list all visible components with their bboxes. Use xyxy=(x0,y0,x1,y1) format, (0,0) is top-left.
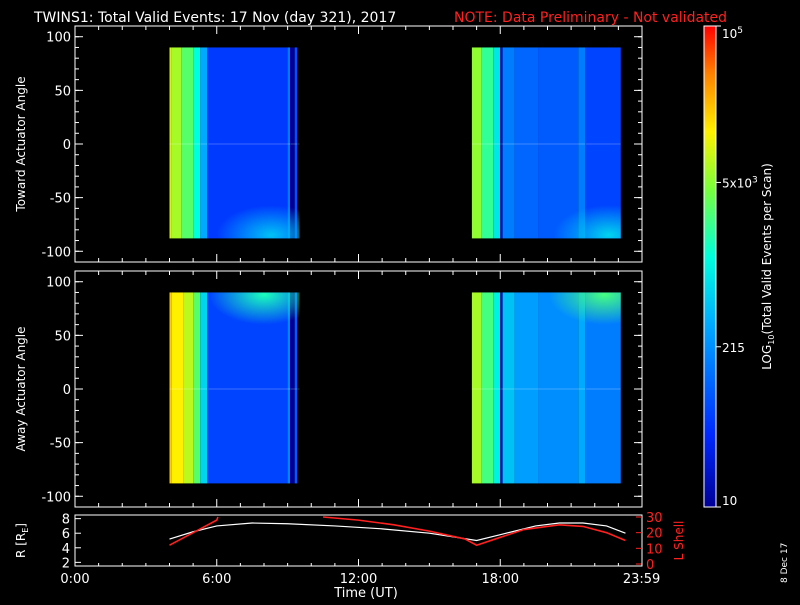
y-axis-title: Toward Actuator Angle xyxy=(14,76,28,212)
heatmap-column xyxy=(287,292,290,484)
y-axis-title-right: L Shell xyxy=(672,521,686,561)
heatmap-glow xyxy=(209,292,300,325)
series-lshell-line xyxy=(169,516,219,546)
y-right-tick-label: 0 xyxy=(646,558,654,573)
heatmap-column xyxy=(493,47,501,239)
heatmap-column xyxy=(181,47,194,239)
data-note: NOTE: Data Preliminary - Not validated xyxy=(454,10,727,26)
colorbar-title: LOG10(Total Valid Events per Scan) xyxy=(760,163,776,370)
y-tick-label: 4 xyxy=(62,542,70,557)
y-tick-label: 0 xyxy=(63,383,71,398)
y-tick-label: -100 xyxy=(41,245,71,260)
heatmap-column xyxy=(514,47,539,239)
away-panel: -100 -50 0 50 100 Away Actuator Angle xyxy=(14,270,643,508)
heatmap-column xyxy=(578,47,586,239)
x-tick-label: 12:00 xyxy=(340,572,377,587)
y-right-tick-label: 20 xyxy=(646,527,663,542)
y-axis-title: Away Actuator Angle xyxy=(14,326,28,451)
heatmap-column xyxy=(471,292,482,484)
colorbar-tick-label: 10 xyxy=(722,494,737,508)
y-tick-label: -100 xyxy=(41,490,71,505)
date-stamp: 8 Dec 17 xyxy=(780,543,790,583)
x-tick-label: 6:00 xyxy=(202,572,231,587)
heatmap-column xyxy=(171,292,184,484)
series-r-line xyxy=(169,522,626,542)
heatmap-column xyxy=(289,292,295,484)
y-tick-label: 100 xyxy=(46,276,71,291)
y-tick-label: -50 xyxy=(50,437,71,452)
heatmap-column xyxy=(169,47,172,239)
heatmap-column xyxy=(502,47,515,239)
heatmap-column xyxy=(183,292,194,484)
heatmap-column xyxy=(193,47,201,239)
y-tick-label: 0 xyxy=(63,138,71,153)
x-tick-label: 0:00 xyxy=(60,572,89,587)
heatmap-column xyxy=(200,292,208,484)
y-tick-label: -50 xyxy=(50,192,71,207)
colorbar: 10 215 5x103 105 LOG10(Total Valid Events pe… xyxy=(703,25,776,508)
toward-panel: -100 -50 0 50 100 Toward Actuator Angle xyxy=(14,25,643,263)
y-tick-label: 8 xyxy=(62,513,70,528)
colorbar-tick-label: 5x103 xyxy=(722,175,758,190)
heatmap-column xyxy=(500,47,503,239)
y-axis-title-left: R [RE] xyxy=(14,523,30,558)
heatmap-column xyxy=(493,292,501,484)
chart-title: TWINS1: Total Valid Events: 17 Nov (day … xyxy=(33,10,396,26)
y-right-tick-label: 30 xyxy=(646,511,663,526)
heatmap-column xyxy=(538,47,579,239)
heatmap-column xyxy=(502,292,515,484)
x-tick-label: 23:59 xyxy=(623,572,660,587)
heatmap-glow xyxy=(553,205,621,239)
heatmap-column xyxy=(169,292,172,484)
colorbar-tick-label: 105 xyxy=(722,26,743,41)
heatmap-column xyxy=(200,47,208,239)
heatmap-column xyxy=(294,292,298,484)
heatmap-column xyxy=(193,292,201,484)
series-lshell-line xyxy=(322,516,626,547)
heatmap-column xyxy=(207,292,288,484)
heatmap-column xyxy=(287,47,290,239)
heatmap-column xyxy=(294,47,298,239)
heatmap-column xyxy=(471,47,482,239)
heatmap-column xyxy=(171,47,182,239)
heatmap-column xyxy=(481,47,494,239)
heatmap-column xyxy=(578,292,586,484)
x-axis-title: Time (UT) xyxy=(333,586,398,600)
y-tick-label: 50 xyxy=(54,84,71,99)
heatmap-column xyxy=(481,292,494,484)
heatmap-column xyxy=(514,292,539,484)
heatmap-column xyxy=(289,47,295,239)
x-tick-label: 18:00 xyxy=(482,572,519,587)
y-tick-label: 50 xyxy=(54,329,71,344)
y-tick-label: 2 xyxy=(62,556,70,571)
y-tick-label: 6 xyxy=(62,527,70,542)
y-tick-label: 100 xyxy=(46,31,71,46)
colorbar-tick-label: 215 xyxy=(722,341,745,355)
y-right-tick-label: 10 xyxy=(646,542,663,557)
heatmap-column xyxy=(538,292,579,484)
colorbar-gradient xyxy=(703,25,717,508)
heatmap-glow xyxy=(216,205,300,239)
heatmap-glow xyxy=(549,292,621,325)
heatmap-column xyxy=(500,292,503,484)
